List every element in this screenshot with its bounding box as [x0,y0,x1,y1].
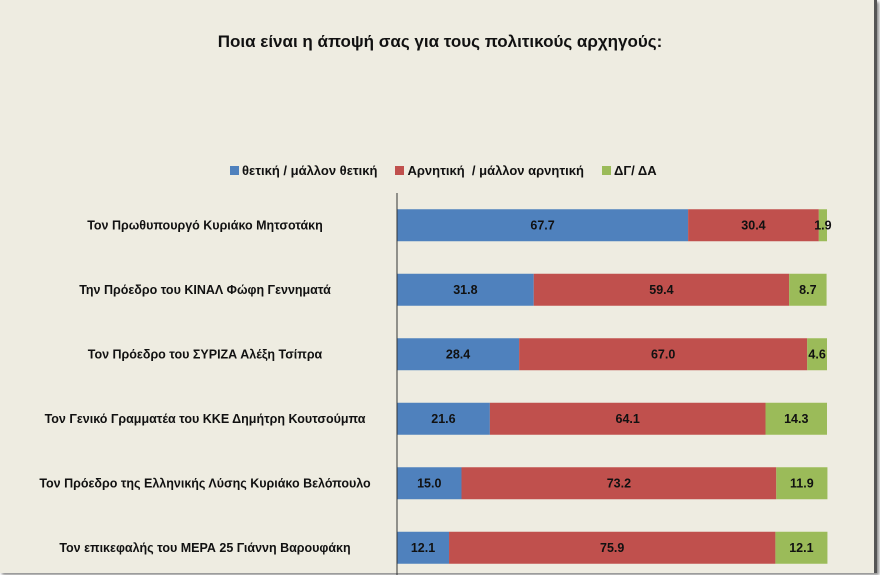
legend-label: Αρνητική / μάλλον αρνητική [407,163,584,178]
data-label: 75.9 [600,541,624,555]
data-label: 67.0 [651,347,675,361]
category-label: Τον επικεφαλής του ΜΕΡΑ 25 Γιάννη Βαρουφ… [59,541,350,555]
legend: θετική / μάλλον θετική Αρνητική / μάλλον… [230,163,657,178]
category-label: Τον Πρωθυπουργό Κυριάκο Μητσοτάκη [87,218,323,232]
bar-segment [397,531,450,564]
data-label: 21.6 [431,412,455,426]
legend-swatch [395,166,405,175]
bar-segment [449,531,776,564]
legend-swatch [230,166,239,175]
data-label: 30.4 [741,218,765,232]
bar-segment [775,531,828,564]
data-label: 14.3 [784,412,808,426]
data-label: 28.4 [446,347,470,361]
bar-segment [397,402,490,435]
bar-segment [397,338,520,371]
data-label: 59.4 [649,283,673,297]
data-label: 1.9 [814,218,831,232]
bar-segment [776,467,828,500]
bar-segment [688,209,819,242]
data-label: 12.1 [789,541,813,555]
data-label: 31.8 [453,283,477,297]
legend-label: θετική / μάλλον θετική [242,163,378,178]
legend-item-positive: θετική / μάλλον θετική [230,163,377,178]
bar-segment [461,467,777,500]
bar-segment [533,273,790,306]
data-label: 11.9 [790,476,814,490]
category-label: Τον Πρόεδρο του ΣΥΡΙΖΑ Αλέξη Τσίπρα [88,347,323,361]
legend-item-dk-na: ΔΓ/ ΔΑ [601,163,657,178]
data-label: 15.0 [417,476,441,490]
chart-title: Ποια είναι η άποψή σας για τους πολιτικο… [217,32,663,51]
legend-swatch [601,166,611,175]
category-label: Την Πρόεδρο του ΚΙΝΑΛ Φώφη Γεννηματά [79,283,331,297]
category-label: Τον Γενικό Γραμματέα του ΚΚΕ Δημήτρη Κου… [45,412,366,426]
bar-segment [519,338,808,371]
legend-label: ΔΓ/ ΔΑ [613,163,657,178]
bar-segment [397,209,689,242]
bar-segment [818,209,827,242]
data-label: 67.7 [530,218,554,232]
data-label: 8.7 [799,283,816,297]
data-label: 64.1 [616,412,640,426]
data-label: 12.1 [411,541,435,555]
bar-segment [397,273,534,306]
bar-segment [765,402,827,435]
data-label: 4.6 [808,347,825,361]
bar-segment [789,273,827,306]
bar-segment [807,338,827,371]
category-label: Τον Πρόεδρο της Ελληνικής Λύσης Κυριάκο … [39,476,371,490]
legend-item-negative: Αρνητική / μάλλον αρνητική [395,163,584,178]
data-label: 73.2 [607,476,631,490]
bar-segment [397,467,462,500]
bar-segment [489,402,766,435]
